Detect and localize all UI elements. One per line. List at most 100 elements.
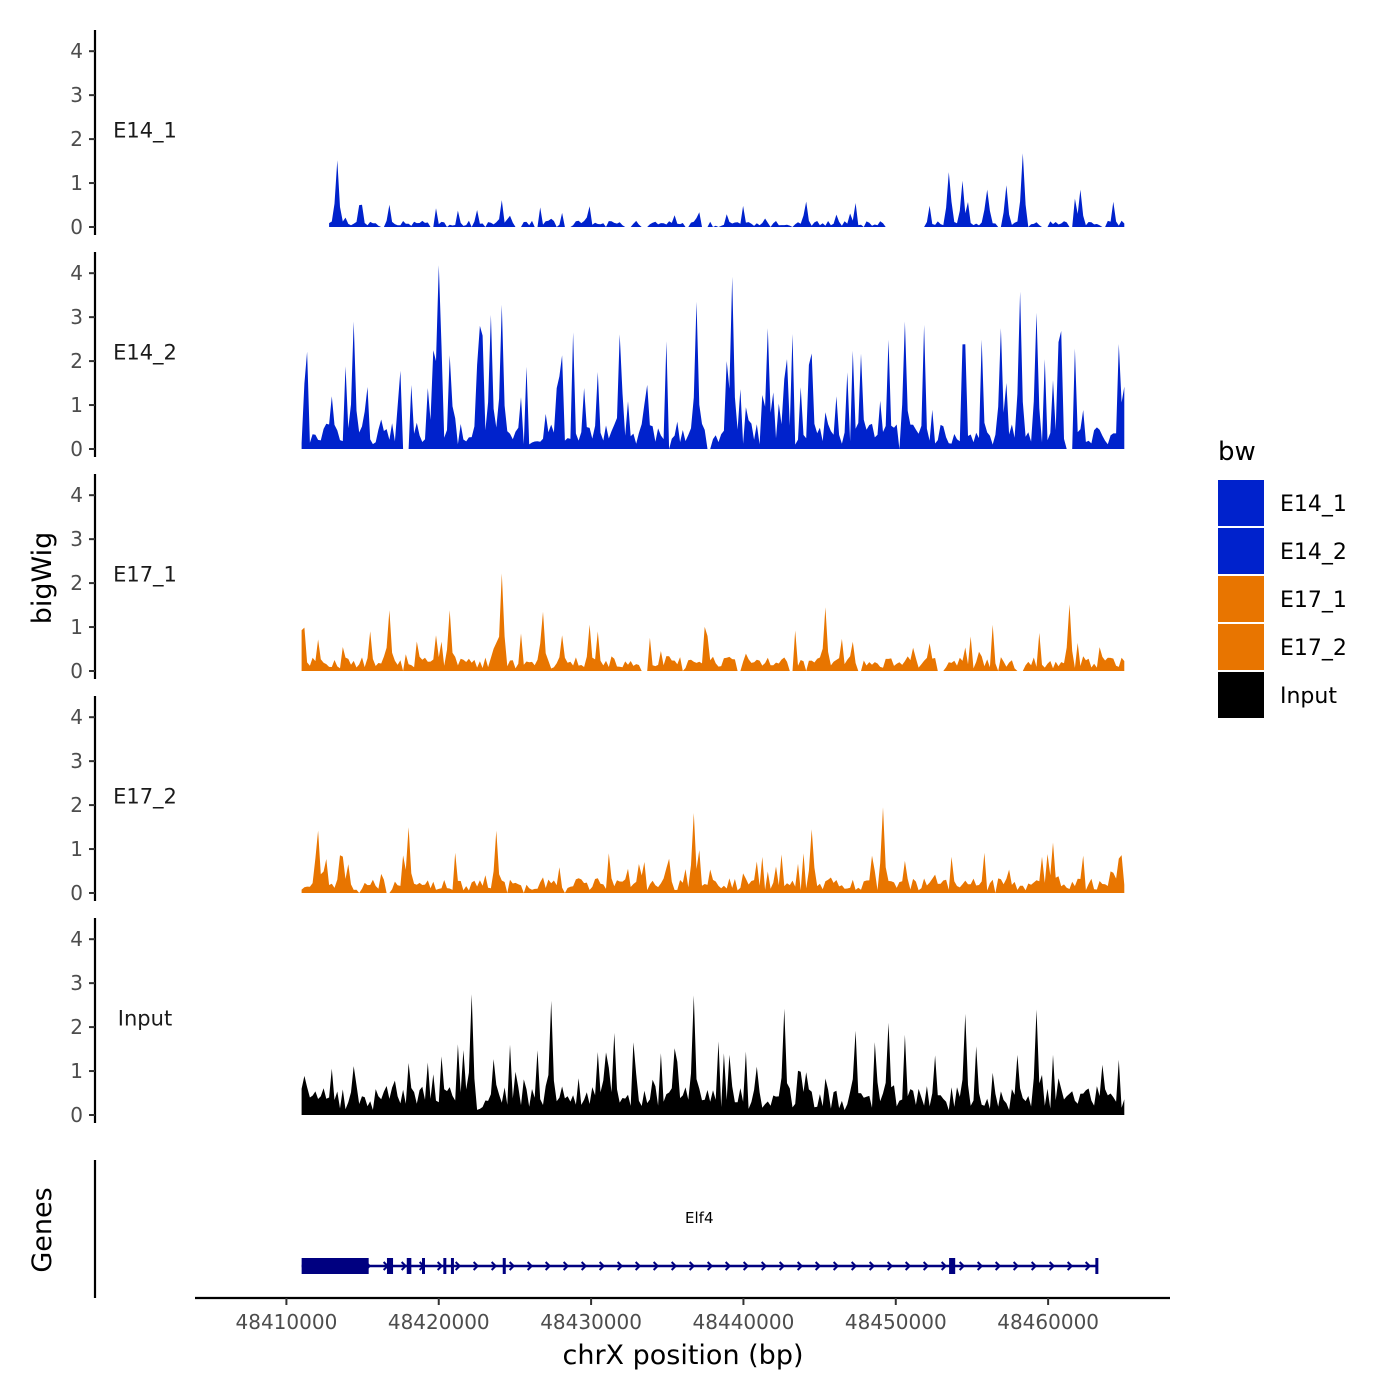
legend-label: E17_2 (1280, 636, 1347, 661)
y-tick-label: 0 (70, 215, 83, 239)
strand-arrow (634, 1261, 642, 1271)
strand-arrow (472, 1261, 480, 1271)
strand-arrow (598, 1261, 606, 1271)
y-tick-label: 3 (70, 83, 83, 107)
x-axis-title: chrX position (bp) (562, 1340, 803, 1371)
y-tick-label: 1 (70, 393, 83, 417)
coverage-area-e14-1 (329, 153, 1125, 227)
y-tick-label: 3 (70, 527, 83, 551)
gene-exon (421, 1258, 425, 1274)
track-input: 0 1 2 3 4 Input (70, 918, 1125, 1127)
y-tick-label: 1 (70, 1059, 83, 1083)
y-tick-label: 0 (70, 437, 83, 461)
strand-arrow (580, 1261, 588, 1271)
legend-key-e14-2 (1218, 528, 1264, 574)
strand-arrow (1084, 1261, 1092, 1271)
gene-exon (450, 1258, 454, 1274)
gene-exon (949, 1258, 956, 1274)
gene-exon (1095, 1258, 1099, 1274)
legend-title: bw (1218, 437, 1256, 467)
strand-arrow (904, 1261, 912, 1271)
legend: bw E14_1 E14_2 E17_1 E17_2 Input (1218, 437, 1347, 718)
y-tick-label: 1 (70, 615, 83, 639)
track-e17-1: 0 1 2 3 4 E17_1 (70, 474, 1125, 683)
strand-arrow (958, 1261, 966, 1271)
strand-arrow (400, 1261, 408, 1271)
strand-arrow (454, 1261, 462, 1271)
y-tick-label: 3 (70, 305, 83, 329)
strand-arrow (544, 1261, 552, 1271)
y-tick-label: 2 (70, 1015, 83, 1039)
gene-exon (386, 1258, 394, 1274)
gene-exon (502, 1258, 506, 1274)
strand-arrow (760, 1261, 768, 1271)
gene-label: Elf4 (685, 1209, 713, 1227)
strand-arrow (724, 1261, 732, 1271)
strand-arrow (940, 1261, 948, 1271)
gene-elf4: Elf4 (301, 1209, 1099, 1274)
x-axis: 48410000 48420000 48430000 48440000 48450000… (195, 1296, 1170, 1334)
y-tick-label: 2 (70, 349, 83, 373)
strand-arrow (796, 1261, 804, 1271)
strand-arrow (706, 1261, 714, 1271)
legend-key-e17-1 (1218, 576, 1264, 622)
y-axis-title: bigWig (27, 532, 58, 625)
strand-arrow (742, 1261, 750, 1271)
gene-exon (443, 1258, 447, 1274)
strand-arrow (976, 1261, 984, 1271)
y-tick-label: 0 (70, 881, 83, 905)
strand-arrow (436, 1261, 444, 1271)
strand-arrow (562, 1261, 570, 1271)
y-tick-label: 4 (70, 705, 83, 729)
strand-arrow (814, 1261, 822, 1271)
strand-arrow (994, 1261, 1002, 1271)
track-label: E17_1 (113, 563, 177, 588)
gene-exon (301, 1258, 369, 1274)
y-tick-label: 2 (70, 793, 83, 817)
x-tick-label: 48410000 (236, 1310, 338, 1334)
x-tick-label: 48440000 (693, 1310, 795, 1334)
coverage-area-e14-2 (301, 265, 1125, 449)
y-tick-label: 4 (70, 39, 83, 63)
x-tick-label: 48450000 (845, 1310, 947, 1334)
coverage-area-input (301, 994, 1125, 1115)
y-tick-label: 4 (70, 483, 83, 507)
legend-label: E14_2 (1280, 540, 1347, 565)
strand-arrow (1066, 1261, 1074, 1271)
strand-arrow (616, 1261, 624, 1271)
track-label: E14_2 (113, 341, 177, 366)
track-label: E17_2 (113, 785, 177, 810)
legend-label: E17_1 (1280, 588, 1347, 613)
y-tick-label: 1 (70, 171, 83, 195)
genes-axis-title: Genes (27, 1187, 58, 1272)
strand-arrow (670, 1261, 678, 1271)
strand-arrow (886, 1261, 894, 1271)
legend-label: E14_1 (1280, 492, 1347, 517)
strand-arrow (1048, 1261, 1056, 1271)
coverage-area-e17-2 (301, 807, 1125, 893)
y-tick-label: 3 (70, 971, 83, 995)
strand-arrow (778, 1261, 786, 1271)
legend-label: Input (1280, 684, 1337, 709)
legend-key-input (1218, 672, 1264, 718)
strand-arrow (1030, 1261, 1038, 1271)
track-e14-1: 0 1 2 3 4 E14_1 (70, 30, 1125, 239)
x-tick-label: 48460000 (997, 1310, 1099, 1334)
legend-key-e14-1 (1218, 480, 1264, 526)
y-tick-label: 4 (70, 927, 83, 951)
y-tick-label: 1 (70, 837, 83, 861)
track-e17-2: 0 1 2 3 4 E17_2 (70, 696, 1125, 905)
strand-arrow (490, 1261, 498, 1271)
coverage-area-e17-1 (301, 573, 1125, 671)
y-tick-label: 2 (70, 571, 83, 595)
strand-arrow (1012, 1261, 1020, 1271)
strand-arrow (922, 1261, 930, 1271)
track-e14-2: 0 1 2 3 4 E14_2 (70, 252, 1125, 461)
strand-arrow (850, 1261, 858, 1271)
strand-arrow (508, 1261, 516, 1271)
y-tick-label: 0 (70, 659, 83, 683)
y-tick-label: 2 (70, 127, 83, 151)
strand-arrow (652, 1261, 660, 1271)
y-tick-label: 4 (70, 261, 83, 285)
